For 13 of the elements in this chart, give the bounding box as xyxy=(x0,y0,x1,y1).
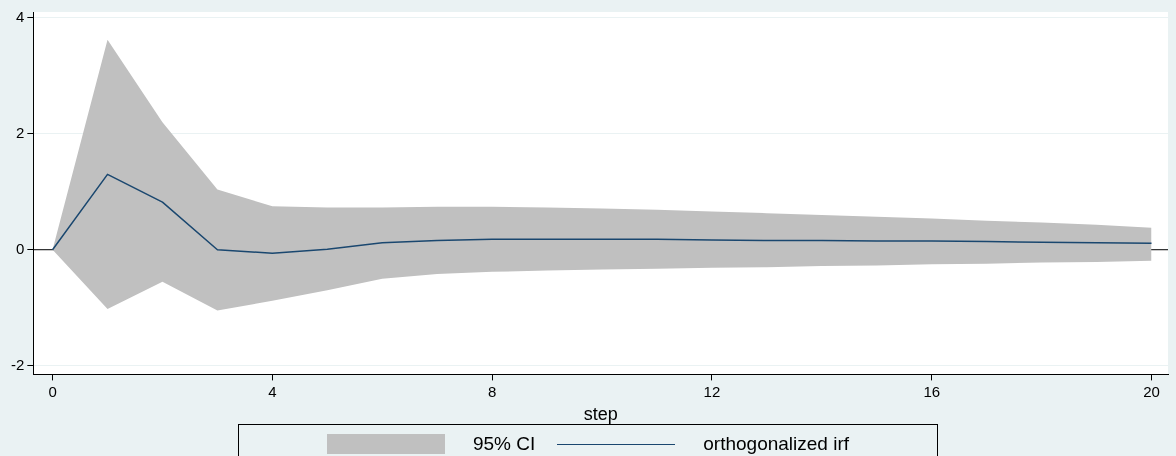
x-tick-label: 12 xyxy=(703,382,721,400)
x-tick-label: 20 xyxy=(1143,382,1160,400)
x-tick-label: 8 xyxy=(487,382,497,400)
x-tick-label: 16 xyxy=(923,382,941,400)
x-tick-label: 4 xyxy=(268,382,277,400)
x-tick-label: 0 xyxy=(48,382,57,400)
y-tick-label: 0 xyxy=(15,239,25,257)
text: 95% CI xyxy=(472,433,536,455)
text: orthogonalized irf xyxy=(703,433,850,455)
y-tick-label: 2 xyxy=(15,123,25,141)
y-tick-label: -2 xyxy=(10,355,25,373)
x-axis-title: step xyxy=(583,404,618,425)
y-tick-label: 4 xyxy=(15,7,25,25)
